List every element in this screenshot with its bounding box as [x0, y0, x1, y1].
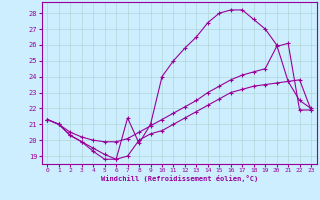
X-axis label: Windchill (Refroidissement éolien,°C): Windchill (Refroidissement éolien,°C)	[100, 175, 258, 182]
